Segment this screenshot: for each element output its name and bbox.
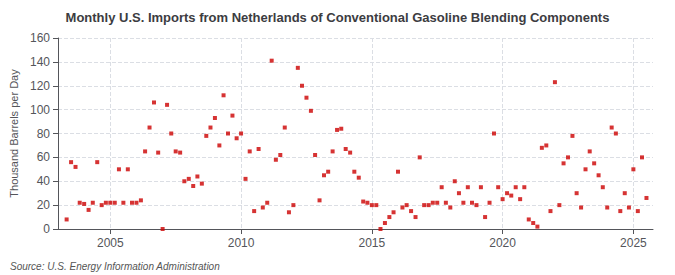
svg-text:2005: 2005	[97, 236, 124, 250]
svg-text:Source: U.S. Energy Informatio: Source: U.S. Energy Information Administ…	[10, 261, 220, 272]
svg-text:2015: 2015	[358, 236, 385, 250]
svg-text:160: 160	[30, 31, 50, 45]
svg-text:20: 20	[37, 198, 51, 212]
svg-text:120: 120	[30, 79, 50, 93]
svg-text:2010: 2010	[228, 236, 255, 250]
svg-text:80: 80	[37, 127, 51, 141]
svg-text:Monthly U.S. Imports from Neth: Monthly U.S. Imports from Netherlands of…	[66, 10, 610, 25]
svg-text:0: 0	[43, 222, 50, 236]
svg-text:100: 100	[30, 103, 50, 117]
svg-text:2025: 2025	[620, 236, 647, 250]
svg-text:2020: 2020	[489, 236, 516, 250]
svg-text:60: 60	[37, 150, 51, 164]
svg-text:40: 40	[37, 174, 51, 188]
svg-text:Thousand Barrels per Day: Thousand Barrels per Day	[8, 69, 20, 198]
svg-text:140: 140	[30, 55, 50, 69]
